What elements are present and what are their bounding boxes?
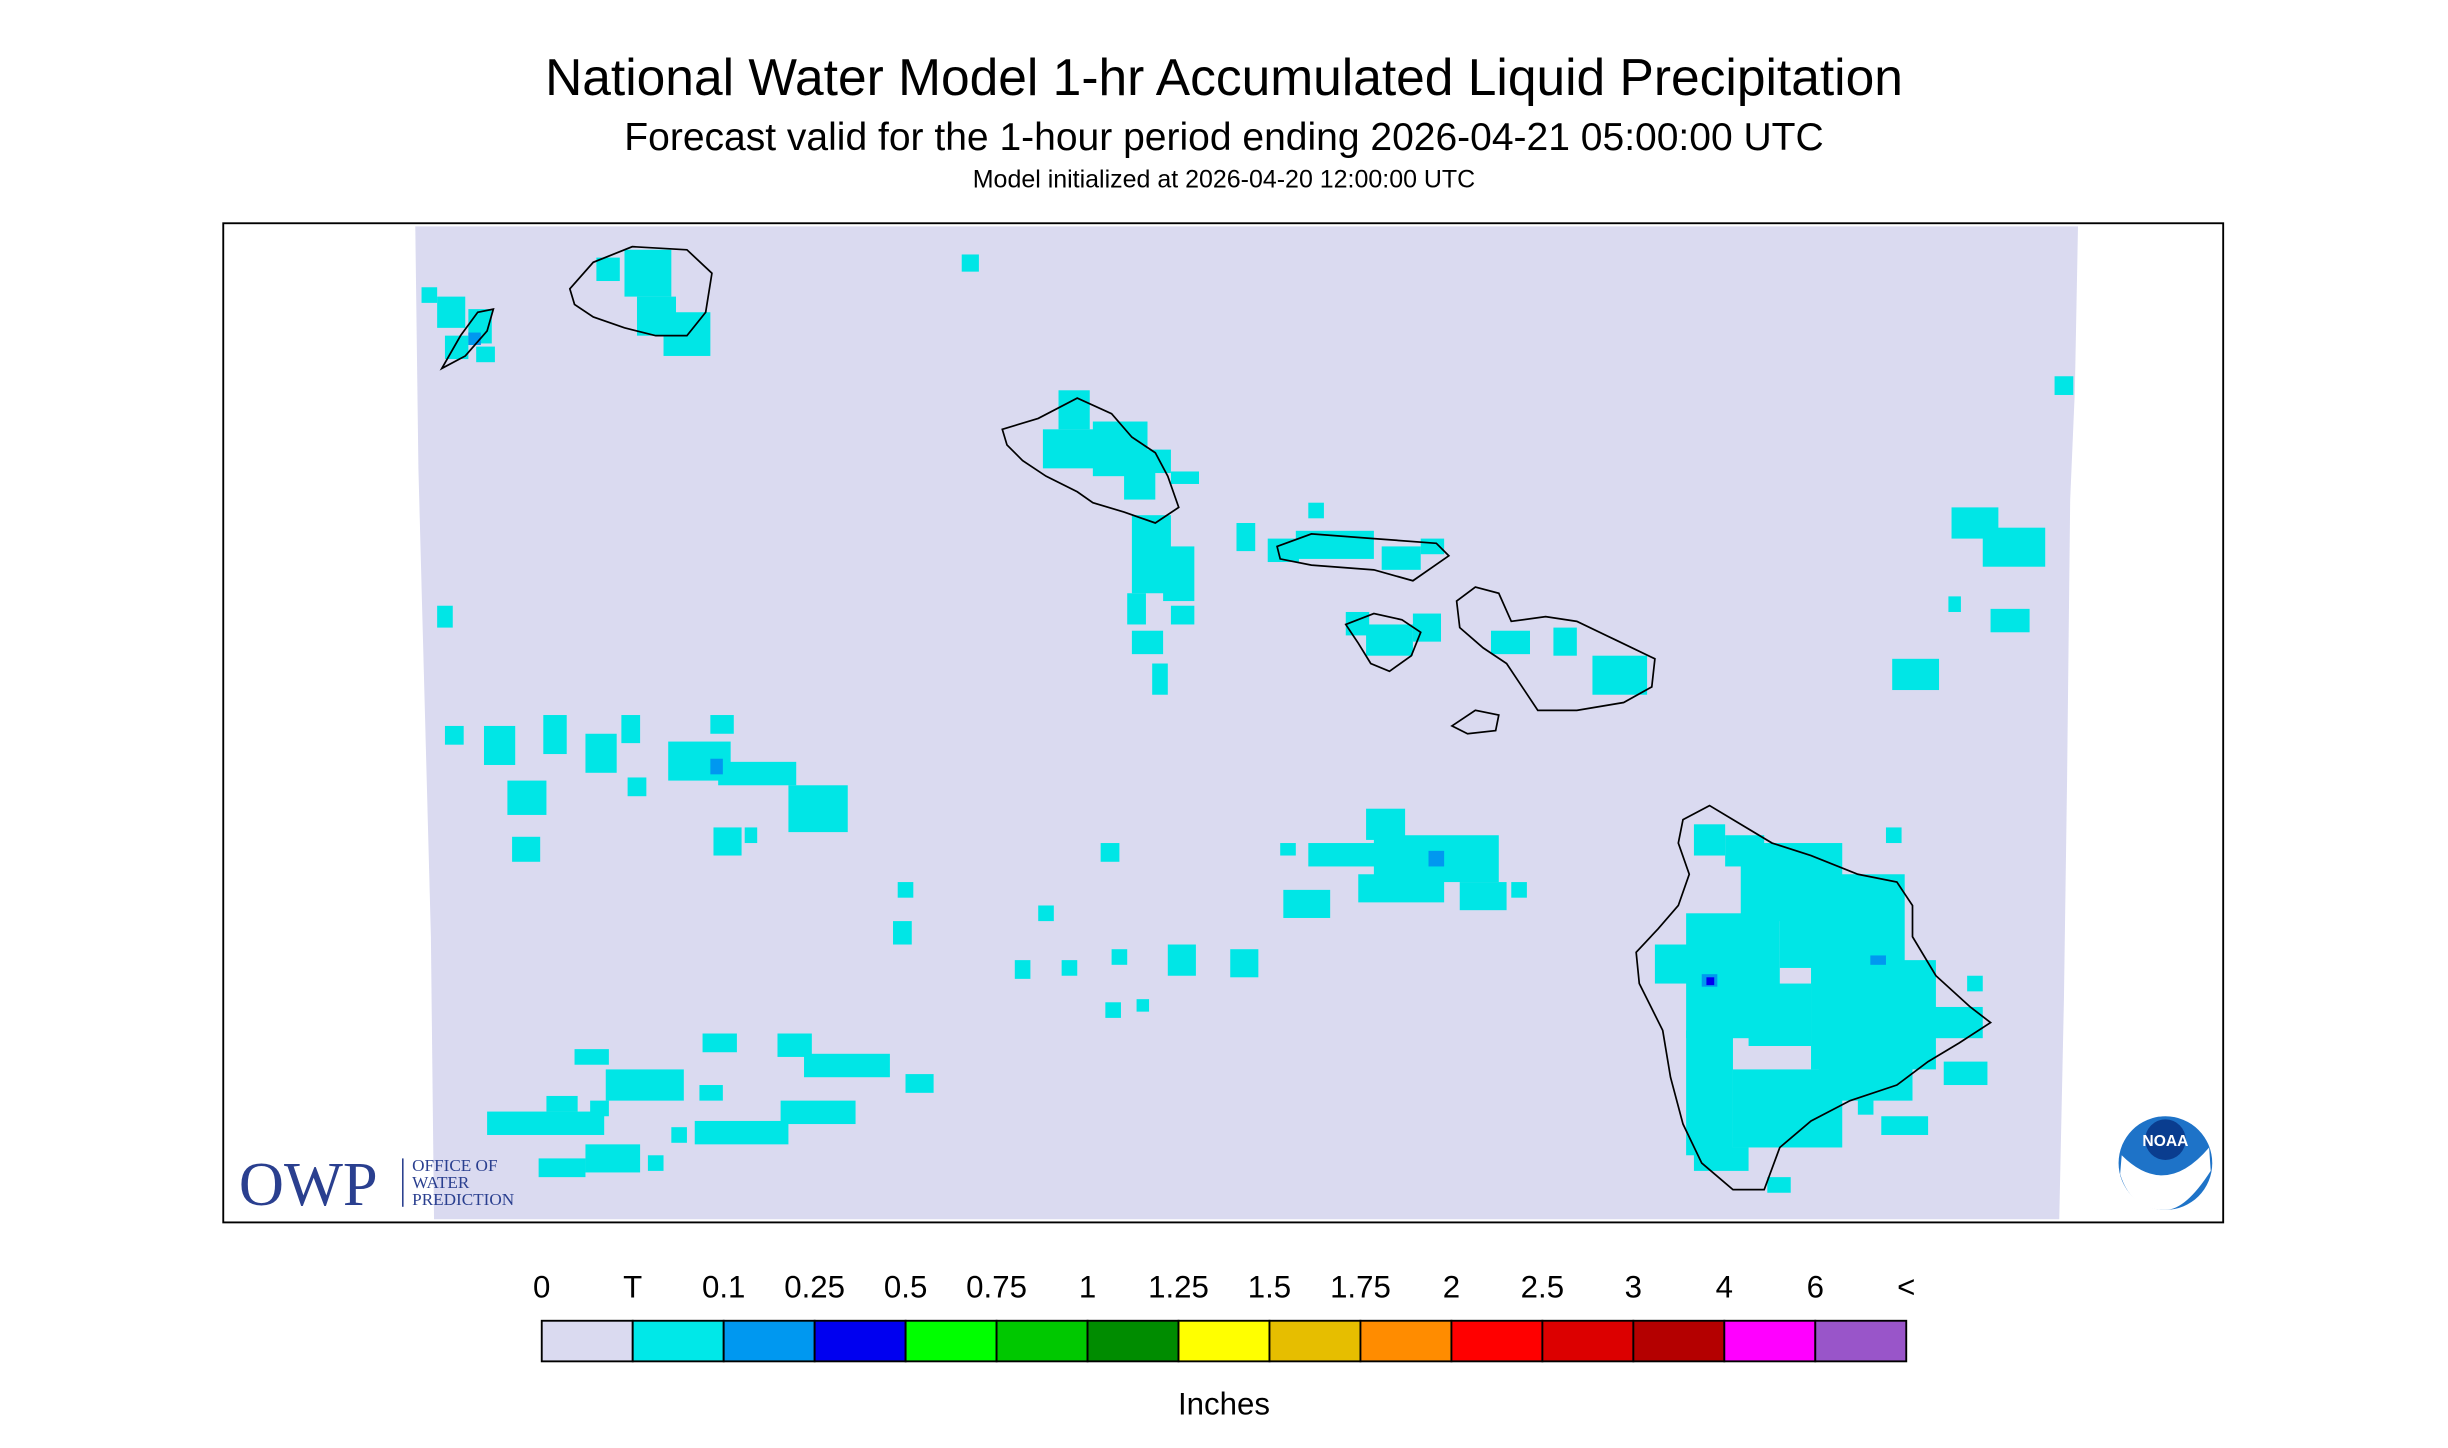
legend-swatch [1541, 1319, 1635, 1363]
legend-swatch [813, 1319, 907, 1363]
noaa-logo: NOAA [2118, 1116, 2213, 1210]
legend-unit: Inches [1178, 1386, 1270, 1421]
legend: 0 T 0.1 0.25 0.5 0.75 1 1.25 1.5 1.75 2 2.5 3 4 6 < Inch… [533, 1269, 1915, 1421]
legend-swatch [1177, 1319, 1271, 1363]
owp-line: OFFICE OF [412, 1156, 497, 1175]
legend-label: 4 [1716, 1269, 1733, 1304]
subtitle: Forecast valid for the 1-hour period end… [624, 116, 1823, 159]
legend-swatch [1632, 1319, 1726, 1363]
legend-label: 0 [533, 1269, 550, 1304]
legend-swatch [1450, 1319, 1544, 1363]
legend-label: 2 [1443, 1269, 1460, 1304]
title: National Water Model 1-hr Accumulated Li… [545, 48, 1903, 106]
legend-label: 6 [1807, 1269, 1824, 1304]
legend-label: 0.75 [966, 1269, 1027, 1304]
legend-swatch [1086, 1319, 1180, 1363]
legend-swatch [1814, 1319, 1908, 1363]
legend-label: 1 [1079, 1269, 1096, 1304]
owp-line: WATER [412, 1173, 470, 1192]
legend-swatch [722, 1319, 816, 1363]
precip-areas [421, 249, 2074, 1193]
coastlines [439, 245, 1993, 1191]
legend-label: 0.25 [784, 1269, 845, 1304]
owp-line: PREDICTION [412, 1190, 514, 1209]
legend-label: 0.1 [702, 1269, 745, 1304]
init-time: Model initialized at 2026-04-20 12:00:00… [973, 165, 1475, 193]
legend-swatch [631, 1319, 725, 1363]
legend-swatch [995, 1319, 1089, 1363]
legend-label: T [623, 1269, 642, 1304]
legend-label: < [1897, 1269, 1915, 1304]
owp-text: OWP [239, 1149, 378, 1219]
legend-label: 0.5 [884, 1269, 927, 1304]
legend-label: 1.25 [1148, 1269, 1209, 1304]
legend-swatch [904, 1319, 998, 1363]
map: OWP OFFICE OF WATER PREDICTION NOAA [222, 222, 2225, 1224]
legend-swatch [540, 1319, 634, 1363]
legend-swatch [1359, 1319, 1453, 1363]
noaa-text: NOAA [2142, 1133, 2188, 1150]
legend-label: 1.5 [1248, 1269, 1291, 1304]
owp-logo: OWP OFFICE OF WATER PREDICTION [239, 1149, 514, 1219]
legend-swatch [1723, 1319, 1817, 1363]
legend-label: 2.5 [1521, 1269, 1564, 1304]
legend-swatch [1268, 1319, 1362, 1363]
legend-label: 3 [1625, 1269, 1642, 1304]
legend-label: 1.75 [1330, 1269, 1391, 1304]
